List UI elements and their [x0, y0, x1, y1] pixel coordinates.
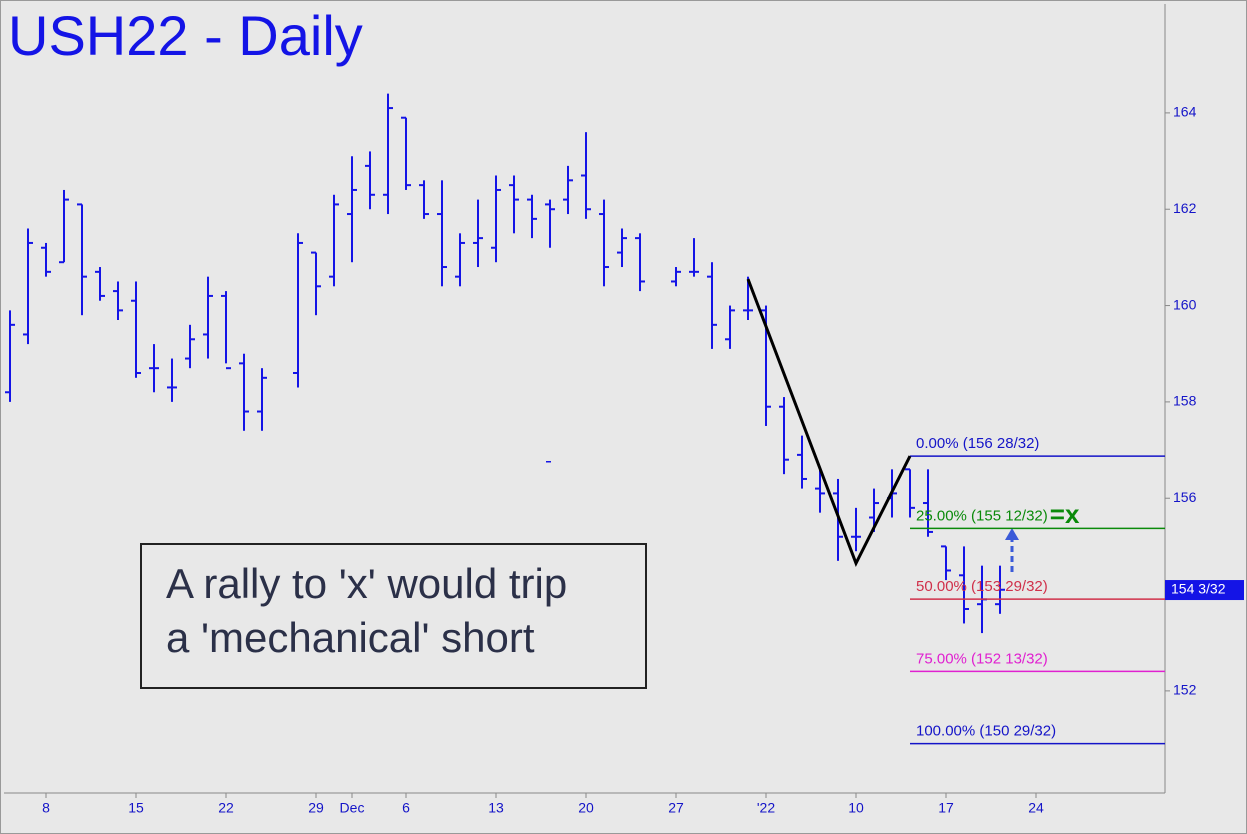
- x-tick-label: 8: [42, 800, 50, 816]
- x-tick-label: 17: [938, 800, 954, 816]
- y-tick-label: 160: [1173, 296, 1197, 312]
- y-tick-label: 156: [1173, 489, 1197, 505]
- level-label: 75.00% (152 13/32): [916, 650, 1048, 667]
- x-tick-label: 29: [308, 800, 324, 816]
- target-arrow-head: [1005, 528, 1019, 540]
- x-tick-label: '22: [757, 800, 775, 816]
- target-mark: =x: [1050, 499, 1080, 529]
- level-label: 100.00% (150 29/32): [916, 723, 1056, 740]
- x-tick-label: 22: [218, 800, 234, 816]
- annotation-box: [140, 543, 647, 689]
- x-tick-label: 13: [488, 800, 504, 816]
- pattern-line: [746, 278, 912, 567]
- stray-tick: [546, 461, 551, 463]
- chart-title: USH22 - Daily: [8, 4, 363, 67]
- annotation-text: A rally to 'x' would trip: [166, 560, 567, 607]
- x-tick-label: 20: [578, 800, 594, 816]
- level-label: 50.00% (153 29/32): [916, 578, 1048, 595]
- x-tick-label: 27: [668, 800, 684, 816]
- annotation-text: a 'mechanical' short: [166, 614, 535, 661]
- y-tick-label: 158: [1173, 393, 1197, 409]
- level-label: 0.00% (156 28/32): [916, 435, 1039, 452]
- last-price-label: 154 3/32: [1171, 581, 1226, 597]
- x-tick-label: 6: [402, 800, 410, 816]
- level-label: 25.00% (155 12/32): [916, 507, 1048, 524]
- y-tick-label: 164: [1173, 104, 1197, 120]
- last-price-box: [1165, 580, 1244, 601]
- x-tick-label: 15: [128, 800, 144, 816]
- x-tick-label: Dec: [340, 800, 365, 816]
- x-tick-label: 24: [1028, 800, 1044, 816]
- y-tick-label: 162: [1173, 200, 1197, 216]
- y-tick-label: 152: [1173, 682, 1197, 698]
- x-tick-label: 10: [848, 800, 864, 816]
